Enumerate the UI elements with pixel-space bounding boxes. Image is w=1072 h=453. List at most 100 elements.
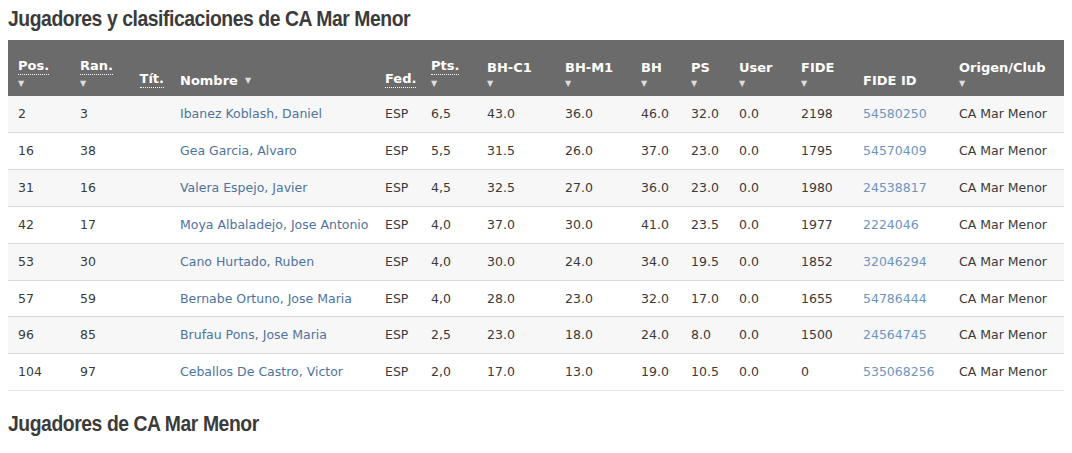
column-header-fide[interactable]: FIDE▼	[791, 40, 853, 96]
cell-bh: 34.0	[631, 243, 681, 280]
column-label-bh_m1: BH-M1	[565, 60, 613, 76]
cell-origen: CA Mar Menor	[949, 243, 1064, 280]
cell-fide_id: 54580250	[853, 96, 949, 132]
cell-value: 23.0	[565, 291, 593, 306]
cell-nombre: Moya Albaladejo, Jose Antonio	[170, 206, 375, 243]
cell-nombre: Gea Garcia, Alvaro	[170, 133, 375, 170]
cell-pts: 4,0	[421, 206, 477, 243]
cell-value: 31	[18, 180, 34, 195]
cell-user: 0.0	[729, 354, 791, 391]
cell-value: 0.0	[739, 143, 759, 158]
cell-fide: 1795	[791, 133, 853, 170]
cell-value: 24.0	[565, 254, 593, 269]
cell-ps: 23.0	[681, 169, 729, 206]
fide-id-link[interactable]: 24538817	[863, 180, 927, 195]
cell-value: ESP	[385, 254, 408, 269]
cell-value: 26.0	[565, 143, 593, 158]
cell-value: 16	[18, 143, 34, 158]
cell-value: CA Mar Menor	[959, 180, 1047, 195]
cell-origen: CA Mar Menor	[949, 280, 1064, 317]
cell-value: 4,5	[431, 180, 451, 195]
fide-id-link[interactable]: 54570409	[863, 143, 927, 158]
column-header-ps[interactable]: PS▼	[681, 40, 729, 96]
table-row: 1638Gea Garcia, AlvaroESP5,531.526.037.0…	[8, 133, 1064, 170]
cell-value: ESP	[385, 364, 408, 379]
cell-value: 2,0	[431, 364, 451, 379]
player-name-link[interactable]: Cano Hurtado, Ruben	[180, 254, 314, 269]
fide-id-link[interactable]: 54580250	[863, 106, 927, 121]
player-name-link[interactable]: Valera Espejo, Javier	[180, 180, 307, 195]
cell-origen: CA Mar Menor	[949, 317, 1064, 354]
cell-bh: 37.0	[631, 133, 681, 170]
cell-bh_m1: 24.0	[555, 243, 631, 280]
cell-pos: 42	[8, 206, 70, 243]
cell-pts: 5,5	[421, 133, 477, 170]
cell-value: 1980	[801, 180, 833, 195]
cell-value: 13.0	[565, 364, 593, 379]
player-name-link[interactable]: Bernabe Ortuno, Jose Maria	[180, 291, 352, 306]
cell-user: 0.0	[729, 206, 791, 243]
player-name-link[interactable]: Ibanez Koblash, Daniel	[180, 106, 322, 121]
column-header-bh[interactable]: BH ▼	[631, 40, 681, 96]
column-label-pts: Pts.	[431, 58, 459, 76]
cell-nombre: Cano Hurtado, Ruben	[170, 243, 375, 280]
column-header-origen[interactable]: Origen/Club▼	[949, 40, 1064, 96]
column-header-pts[interactable]: Pts. ▼	[421, 40, 477, 96]
cell-ran: 17	[70, 206, 128, 243]
fide-id-link[interactable]: 535068256	[863, 364, 935, 379]
player-name-link[interactable]: Brufau Pons, Jose Maria	[180, 327, 327, 342]
column-header-bh_c1[interactable]: BH-C1▼	[477, 40, 555, 96]
player-name-link[interactable]: Gea Garcia, Alvaro	[180, 143, 297, 158]
cell-value: 2,5	[431, 327, 451, 342]
cell-value: 34.0	[641, 254, 669, 269]
column-header-pos[interactable]: Pos.▼	[8, 40, 70, 96]
column-header-nombre[interactable]: Nombre▼	[170, 40, 375, 96]
cell-nombre: Brufau Pons, Jose Maria	[170, 317, 375, 354]
cell-fide_id: 54570409	[853, 133, 949, 170]
table-row: 3116Valera Espejo, JavierESP4,532.527.03…	[8, 169, 1064, 206]
cell-value: 23.0	[487, 327, 515, 342]
column-label-bh: BH	[641, 60, 662, 76]
cell-bh_m1: 36.0	[555, 96, 631, 132]
cell-tit	[128, 206, 170, 243]
cell-value: 23.0	[691, 180, 719, 195]
cell-bh_m1: 30.0	[555, 206, 631, 243]
column-header-ran[interactable]: Ran.▼	[70, 40, 128, 96]
column-header-tit: Tít.	[128, 40, 170, 96]
cell-bh_m1: 27.0	[555, 169, 631, 206]
cell-fed: ESP	[375, 354, 421, 391]
sort-arrow-icon: ▼	[431, 80, 473, 88]
cell-ps: 17.0	[681, 280, 729, 317]
cell-value: 10.5	[691, 364, 719, 379]
fide-id-link[interactable]: 2224046	[863, 217, 919, 232]
cell-value: 17.0	[487, 364, 515, 379]
column-header-fide_id: FIDE ID	[853, 40, 949, 96]
sort-arrow-icon: ▼	[641, 80, 677, 88]
cell-pts: 2,5	[421, 317, 477, 354]
cell-tit	[128, 96, 170, 132]
column-header-bh_m1[interactable]: BH-M1▼	[555, 40, 631, 96]
column-header-user[interactable]: User▼	[729, 40, 791, 96]
cell-value: 0.0	[739, 106, 759, 121]
table-row: 10497Ceballos De Castro, VictorESP2,017.…	[8, 354, 1064, 391]
cell-value: 19.0	[641, 364, 669, 379]
fide-id-link[interactable]: 32046294	[863, 254, 927, 269]
fide-id-link[interactable]: 24564745	[863, 327, 927, 342]
cell-value: 85	[80, 327, 96, 342]
cell-fed: ESP	[375, 96, 421, 132]
cell-bh_m1: 18.0	[555, 317, 631, 354]
cell-tit	[128, 243, 170, 280]
cell-ps: 19.5	[681, 243, 729, 280]
fide-id-link[interactable]: 54786444	[863, 291, 927, 306]
cell-value: ESP	[385, 217, 408, 232]
player-name-link[interactable]: Ceballos De Castro, Victor	[180, 364, 343, 379]
cell-value: 57	[18, 291, 34, 306]
cell-value: 31.5	[487, 143, 515, 158]
player-name-link[interactable]: Moya Albaladejo, Jose Antonio	[180, 217, 368, 232]
cell-value: 37.0	[487, 217, 515, 232]
cell-value: 59	[80, 291, 96, 306]
cell-ps: 23.5	[681, 206, 729, 243]
cell-value: 0.0	[739, 291, 759, 306]
sort-arrow-icon: ▼	[739, 80, 787, 88]
cell-fide_id: 24538817	[853, 169, 949, 206]
